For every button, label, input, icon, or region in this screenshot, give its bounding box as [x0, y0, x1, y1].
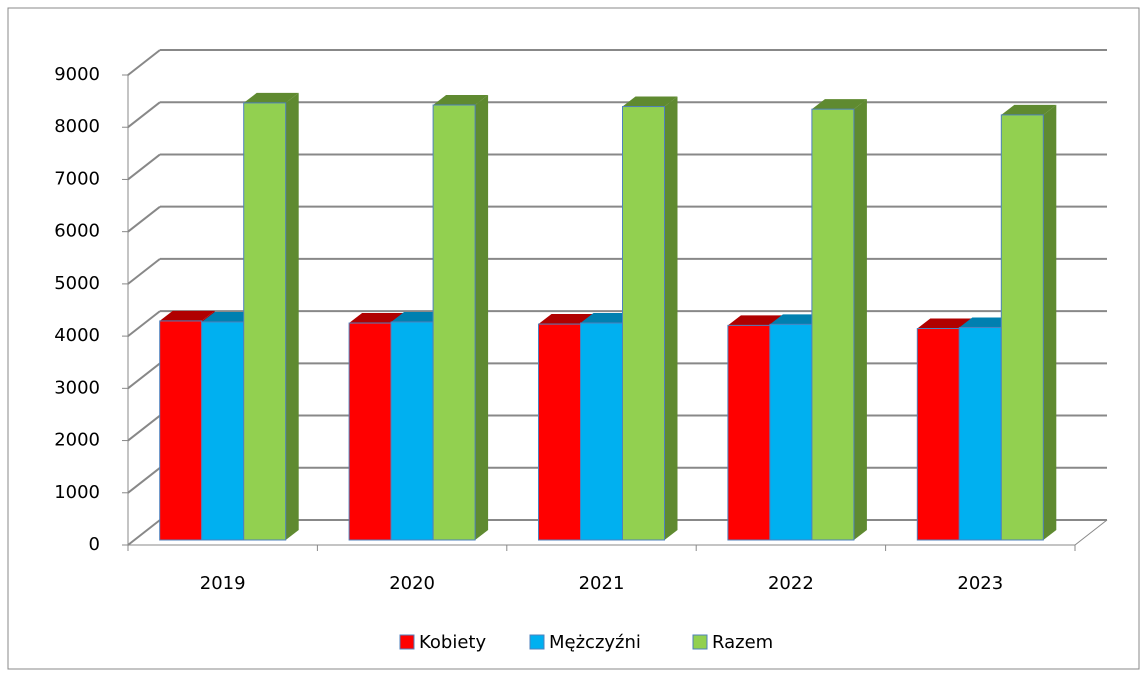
x-tick-label: 2023: [957, 573, 1003, 594]
bar-top: [580, 313, 636, 324]
bar-front: [390, 321, 434, 541]
grid-line-side: [127, 101, 161, 129]
bar-top: [622, 96, 678, 107]
bar-front: [958, 326, 1002, 541]
bar-front: [622, 106, 665, 541]
bar-front: [811, 108, 855, 541]
bar: [432, 94, 489, 541]
legend-swatch: [692, 634, 708, 650]
bar: [622, 96, 678, 541]
bar-top: [159, 310, 215, 321]
bar-top: [433, 94, 489, 105]
grid-line-side: [127, 153, 161, 181]
grid-line-side: [127, 258, 161, 285]
grid-line-side: [127, 362, 161, 390]
bar-front: [580, 322, 623, 541]
legend-swatch: [399, 634, 415, 650]
bar-top: [769, 314, 825, 325]
bar-top: [811, 99, 867, 110]
bar: [1000, 104, 1057, 541]
y-tick-label: 7000: [54, 168, 100, 189]
bar-front: [432, 104, 476, 541]
bar-top: [391, 311, 447, 322]
bar-top: [917, 318, 973, 329]
y-tick-label: 5000: [54, 273, 100, 294]
floor-edge: [1074, 519, 1108, 546]
x-tick-label: 2020: [389, 573, 435, 594]
bar-top: [201, 311, 257, 322]
grid-line-side: [127, 310, 161, 337]
bar-front: [769, 323, 813, 541]
bar-front: [348, 322, 392, 541]
grid-line-side: [127, 414, 161, 442]
bar-top: [243, 92, 299, 103]
legend-label: Razem: [712, 632, 773, 653]
bar-front: [201, 321, 245, 541]
x-tick-label: 2022: [768, 573, 814, 594]
y-tick-label: 8000: [54, 116, 100, 137]
bar-top: [538, 314, 594, 325]
bar-top: [727, 315, 783, 326]
x-tick-label: 2019: [200, 573, 246, 594]
bar-top: [1001, 104, 1057, 115]
y-tick-label: 4000: [54, 325, 100, 346]
y-tick-label: 3000: [54, 377, 100, 398]
bar: [243, 92, 299, 541]
bar-front: [1000, 114, 1044, 541]
grid-line-side: [127, 466, 161, 494]
legend-swatch: [529, 634, 545, 650]
bar-side: [285, 92, 299, 541]
bar-front: [538, 323, 581, 541]
y-tick-label: 6000: [54, 221, 100, 242]
grid-line-side: [127, 205, 161, 233]
bar-side: [1043, 104, 1057, 541]
bar-side: [664, 96, 678, 541]
bar-front: [159, 320, 203, 541]
grid-line-side: [127, 519, 161, 546]
legend-label: Mężczyźni: [549, 632, 641, 653]
bar-top: [349, 313, 405, 324]
y-tick-label: 1000: [54, 482, 100, 503]
y-tick-label: 0: [89, 534, 100, 555]
bar-top: [959, 317, 1015, 328]
bar-side: [853, 99, 867, 541]
grid-line-side: [127, 49, 161, 76]
bar-front: [916, 328, 960, 541]
y-tick-label: 2000: [54, 430, 100, 451]
bar: [811, 99, 867, 541]
legend-label: Kobiety: [419, 632, 486, 653]
x-tick-label: 2021: [579, 573, 625, 594]
bar-front: [727, 324, 771, 541]
bar-front: [243, 102, 287, 541]
bar-side: [475, 94, 489, 540]
y-tick-label: 9000: [54, 64, 100, 85]
